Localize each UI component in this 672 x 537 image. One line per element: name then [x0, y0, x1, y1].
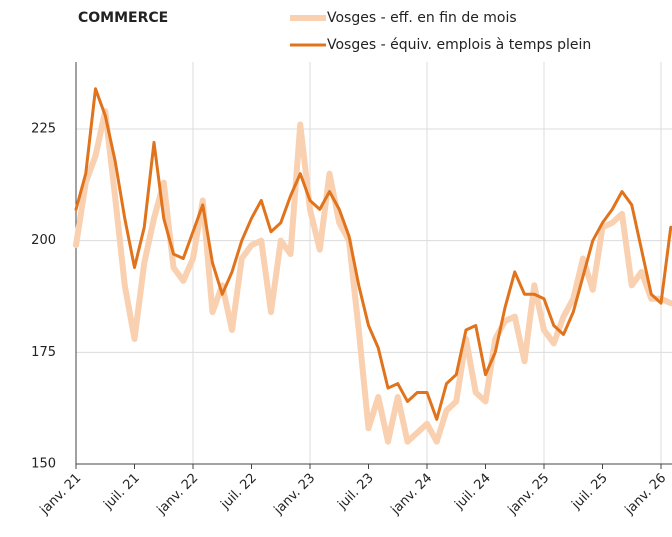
x-tick-label: janv. 24: [388, 471, 436, 519]
y-tick-label: 200: [31, 233, 56, 248]
x-tick-label: janv. 26: [622, 471, 670, 519]
series-line: [73, 108, 672, 445]
series-line: [74, 87, 672, 421]
x-tick-label: janv. 22: [154, 471, 202, 519]
x-tick-label: juil. 21: [100, 471, 142, 513]
y-tick-label: 225: [31, 122, 56, 137]
x-tick-label: juil. 24: [451, 471, 493, 513]
x-tick-label: juil. 23: [334, 471, 376, 513]
y-tick-label: 150: [31, 457, 56, 472]
legend-label: Vosges - eff. en fin de mois: [327, 10, 517, 26]
x-tick-label: juil. 22: [217, 471, 259, 513]
x-tick-label: janv. 25: [505, 471, 553, 519]
chart-title: COMMERCE: [78, 10, 168, 26]
x-tick-label: janv. 21: [37, 471, 85, 519]
legend-label: Vosges - équiv. emplois à temps plein: [327, 37, 591, 53]
x-tick-label: juil. 25: [568, 471, 610, 513]
y-tick-label: 175: [31, 345, 56, 360]
x-tick-label: janv. 23: [271, 471, 319, 519]
